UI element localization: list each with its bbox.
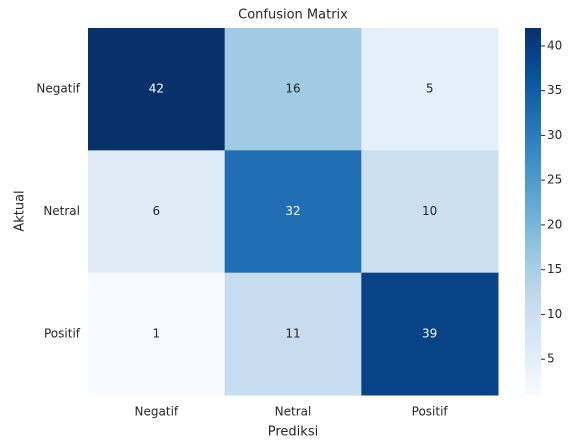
y-tick-label: Positif [44, 326, 81, 340]
heatmap-cell [88, 28, 226, 151]
cell-label: 39 [422, 326, 437, 340]
colorbar [525, 28, 541, 395]
heatmap-cell [224, 28, 362, 151]
heatmap-cell [224, 272, 362, 396]
heatmap-cell [361, 28, 499, 151]
cell-label: 6 [153, 204, 161, 218]
colorbar-tick-label: 5 [547, 352, 555, 366]
x-tick-label: Netral [275, 405, 312, 419]
cell-label: 10 [422, 204, 437, 218]
heatmap-cell [361, 272, 499, 396]
x-tick-label: Positif [412, 405, 449, 419]
cell-label: 42 [149, 82, 164, 96]
cell-label: 5 [426, 82, 434, 96]
x-tick-label: Negatif [135, 405, 179, 419]
x-axis-label: Prediksi [268, 425, 318, 440]
colorbar-tick-label: 20 [547, 217, 562, 231]
cell-label: 32 [285, 204, 300, 218]
cell-label: 11 [285, 326, 300, 340]
heatmap-cell [88, 272, 226, 396]
y-tick-label: Negatif [36, 82, 80, 96]
y-tick-label: Netral [43, 204, 80, 218]
colorbar-tick-label: 10 [547, 307, 562, 321]
colorbar-tick-label: 25 [547, 173, 562, 187]
cell-label: 1 [153, 326, 161, 340]
colorbar-tick-label: 40 [547, 38, 562, 52]
heatmap-cell [88, 150, 226, 274]
y-axis-label: Aktual [13, 190, 28, 231]
chart-title: Confusion Matrix [238, 8, 348, 23]
heatmap-cell [224, 150, 362, 274]
colorbar-tick-label: 35 [547, 83, 562, 97]
colorbar-tick-label: 30 [547, 128, 562, 142]
cell-label: 16 [285, 82, 300, 96]
heatmap-cell [361, 150, 499, 274]
colorbar-tick-label: 15 [547, 262, 562, 276]
